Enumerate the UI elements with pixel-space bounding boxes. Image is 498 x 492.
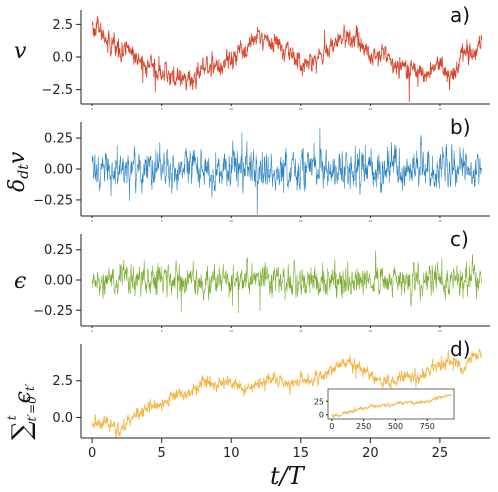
x-tick-label: 10 — [229, 219, 233, 223]
x-tick-label: 0 — [91, 107, 93, 111]
panel-tag-a: a) — [450, 3, 470, 27]
xlabel-d: t/T — [270, 462, 306, 490]
x-tick-label: 10 — [229, 107, 233, 111]
inset-y-tick-label: 0 — [319, 411, 324, 420]
x-tick-label: 20 — [368, 329, 372, 333]
panel-b: 0.25 0.00 −0.25 0 5 10 15 20 25 δdtv b) — [5, 115, 490, 223]
y-tick-label: 0.00 — [44, 274, 73, 289]
inset-x-tick-label: 250 — [356, 422, 371, 431]
y-tick-label: −0.25 — [33, 304, 73, 319]
x-tick-label: 25 — [438, 219, 442, 223]
x-tick-label: 15 — [299, 219, 303, 223]
x-tick-label: 15 — [293, 446, 310, 461]
y-tick-label: 0.00 — [44, 163, 73, 178]
axis-ticks-b: 0.25 0.00 −0.25 0 5 10 15 20 25 — [33, 132, 442, 223]
series-line-velocity-increment — [91, 127, 482, 215]
x-tick-label: 0 — [91, 219, 93, 223]
inset-frame — [327, 388, 455, 420]
x-tick-label: 5 — [161, 219, 163, 223]
x-tick-label: 5 — [161, 329, 163, 333]
y-tick-label: 0.0 — [52, 411, 73, 426]
ylabel-d: ∑t′=0tϵt′ — [5, 383, 39, 440]
y-tick-label: 0.25 — [44, 132, 73, 147]
y-tick-label: 2.5 — [52, 18, 73, 33]
x-tick-label: 15 — [299, 107, 303, 111]
inset-y-tick-label: 25 — [314, 397, 324, 406]
axis-ticks-a: 2.5 0.0 −2.5 0 5 10 15 20 25 — [41, 18, 441, 111]
series-line-cumulative-epsilon — [91, 348, 483, 438]
y-tick-label: 0.0 — [52, 51, 73, 66]
x-tick-label: 0 — [91, 329, 93, 333]
y-tick-label: −0.25 — [33, 193, 73, 208]
series-line-epsilon — [91, 250, 482, 314]
x-tick-label: 20 — [368, 219, 372, 223]
x-tick-label: 20 — [368, 107, 372, 111]
x-tick-label: 10 — [223, 446, 240, 461]
axis-ticks-c: 0.25 0.00 −0.25 0 5 10 15 20 25 — [33, 243, 442, 333]
panel-c: 0.25 0.00 −0.25 0 5 10 15 20 25 ϵ c) — [14, 227, 490, 333]
x-tick-label: 15 — [299, 329, 303, 333]
panel-tag-c: c) — [450, 227, 469, 251]
series-line-velocity — [91, 15, 483, 103]
x-tick-label: 20 — [362, 446, 379, 461]
y-tick-label: 2.5 — [52, 374, 73, 389]
inset-x-tick-label: 750 — [420, 422, 435, 431]
ylabel-c: ϵ — [14, 269, 26, 294]
x-tick-label: 0 — [88, 446, 96, 461]
panel-tag-d: d) — [450, 337, 471, 361]
x-tick-label: 25 — [438, 107, 442, 111]
x-tick-label: 25 — [432, 446, 449, 461]
x-tick-label: 25 — [438, 329, 442, 333]
x-tick-label: 10 — [229, 329, 233, 333]
series-line-inset — [331, 393, 452, 419]
axis-ticks-d: 2.5 0.0 0 5 10 15 20 25 — [52, 374, 448, 461]
y-tick-label: 0.25 — [44, 243, 73, 258]
x-tick-label: 5 — [158, 446, 166, 461]
ylabel-a: v — [14, 39, 27, 64]
x-tick-label: 5 — [161, 107, 163, 111]
ylabel-b: δdtv — [5, 151, 32, 192]
panel-tag-b: b) — [450, 115, 471, 139]
panel-a: 2.5 0.0 −2.5 0 5 10 15 20 25 v a) — [14, 3, 490, 111]
y-tick-label: −2.5 — [41, 83, 73, 98]
inset-x-tick-label: 0 — [329, 422, 334, 431]
inset-x-tick-label: 500 — [388, 422, 403, 431]
